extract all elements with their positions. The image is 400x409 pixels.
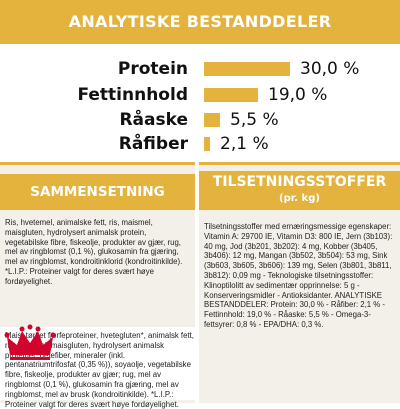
nutrient-label: Råfiber <box>118 134 188 154</box>
composition-intro: Ris, hvetemel, animalske fett, ris, mais… <box>5 218 183 286</box>
additives-subtitle: (pr. kg) <box>279 193 320 204</box>
composition-title: SAMMENSETNING <box>0 174 195 210</box>
analysis-banner: ANALYTISKE BESTANDDELER <box>0 0 400 44</box>
nutrient-row: Råaske 5,5 % <box>0 107 400 133</box>
nutrient-label: Råaske <box>119 110 188 130</box>
additives-title: TILSETNINGSSTOFFER <box>212 174 387 190</box>
nutrient-label: Protein <box>117 59 188 79</box>
nutrient-bar <box>204 113 220 127</box>
additives-panel: TILSETNINGSSTOFFER (pr. kg) Tilsetningss… <box>199 162 400 403</box>
nutrient-bar <box>204 62 290 76</box>
nutrient-value: 2,1 % <box>220 134 269 154</box>
nutrient-row: Protein 30,0 % <box>0 56 400 82</box>
crown-icon <box>7 331 53 355</box>
nutrient-bar <box>204 88 258 102</box>
additives-header: TILSETNINGSSTOFFER (pr. kg) <box>199 171 400 210</box>
nutrient-value: 19,0 % <box>268 85 328 105</box>
nutrient-row: Fettinnhold 19,0 % <box>0 82 400 108</box>
royal-canin-logo <box>4 323 56 368</box>
nutrient-value: 30,0 % <box>300 59 360 79</box>
nutrient-value: 5,5 % <box>230 110 279 130</box>
composition-ingredients: Mais, tørket fjørfeproteiner, hveteglute… <box>0 327 199 409</box>
nutrient-bar <box>204 137 210 151</box>
nutrient-row: Råfiber 2,1 % <box>0 131 400 157</box>
additives-text: Tilsetningsstoffer med ernæringsmessige … <box>204 222 393 329</box>
nutrient-label: Fettinnhold <box>77 85 188 105</box>
